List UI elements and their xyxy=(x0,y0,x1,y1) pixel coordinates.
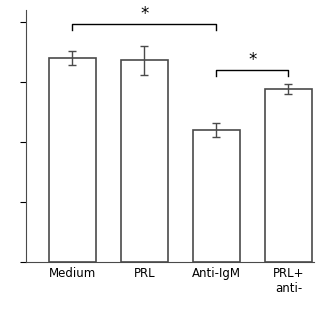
Text: *: * xyxy=(140,5,148,23)
Bar xyxy=(265,89,312,262)
Bar xyxy=(193,130,240,262)
Text: *: * xyxy=(248,51,257,68)
Bar xyxy=(121,60,168,262)
Bar xyxy=(49,58,96,262)
